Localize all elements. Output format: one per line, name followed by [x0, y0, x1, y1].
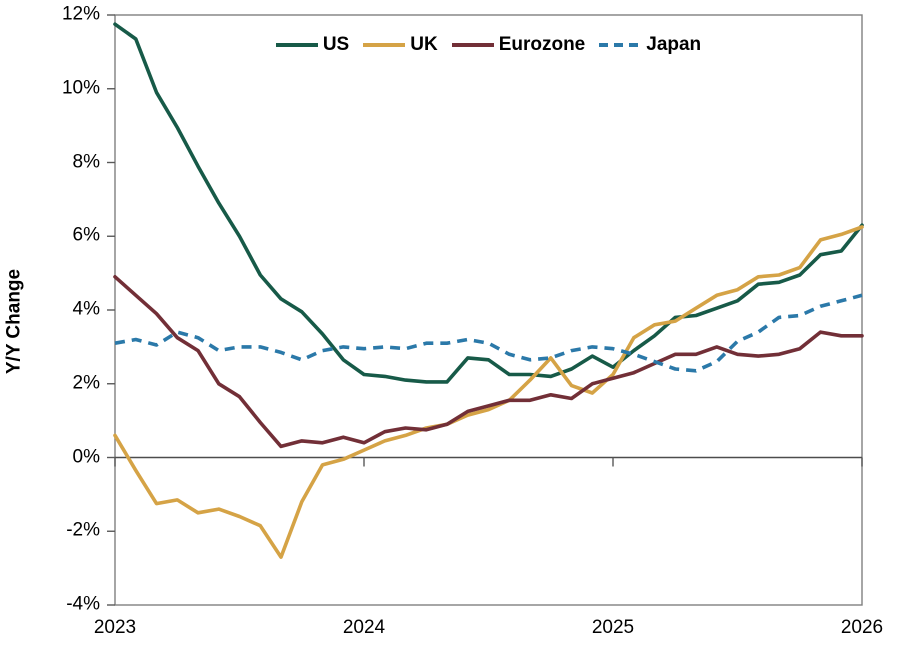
legend-item-us: US	[275, 34, 350, 55]
y-tick-label: 4%	[72, 298, 100, 320]
legend: US UK Eurozone Japan	[115, 35, 862, 54]
x-tick-label: 2024	[342, 617, 386, 638]
legend-line-sample-uk	[363, 42, 406, 47]
y-tick-label: 8%	[72, 151, 100, 173]
plot-border	[114, 14, 863, 606]
y-tick-label: 0%	[72, 446, 100, 468]
legend-label: US	[322, 34, 350, 55]
legend-item-japan: Japan	[599, 35, 701, 54]
legend-label: Eurozone	[498, 34, 586, 55]
y-tick-label: 12%	[61, 3, 100, 25]
series-line-us	[113, 22, 864, 384]
series-line-eurozone	[113, 274, 864, 449]
legend-item-uk: UK	[363, 34, 438, 55]
y-tick-label: -2%	[66, 519, 100, 541]
y-tick-label: 6%	[72, 224, 100, 246]
legend-item-eurozone: Eurozone	[451, 34, 586, 55]
x-tick-label: 2025	[591, 617, 635, 638]
legend-line-sample-eurozone	[451, 42, 494, 47]
y-axis-title: Y/Y Change	[3, 268, 25, 375]
y-tick-label: -4%	[66, 593, 100, 615]
legend-line-sample-japan	[599, 42, 642, 47]
legend-label: Japan	[646, 34, 702, 55]
x-tick-label: 2026	[840, 617, 884, 638]
y-tick-label: 2%	[72, 372, 100, 394]
x-tick-label: 2023	[93, 617, 137, 638]
y-tick-label: 10%	[61, 77, 100, 99]
series-line-uk	[113, 225, 864, 559]
legend-label: UK	[410, 34, 438, 55]
legend-line-sample-us	[275, 42, 318, 47]
